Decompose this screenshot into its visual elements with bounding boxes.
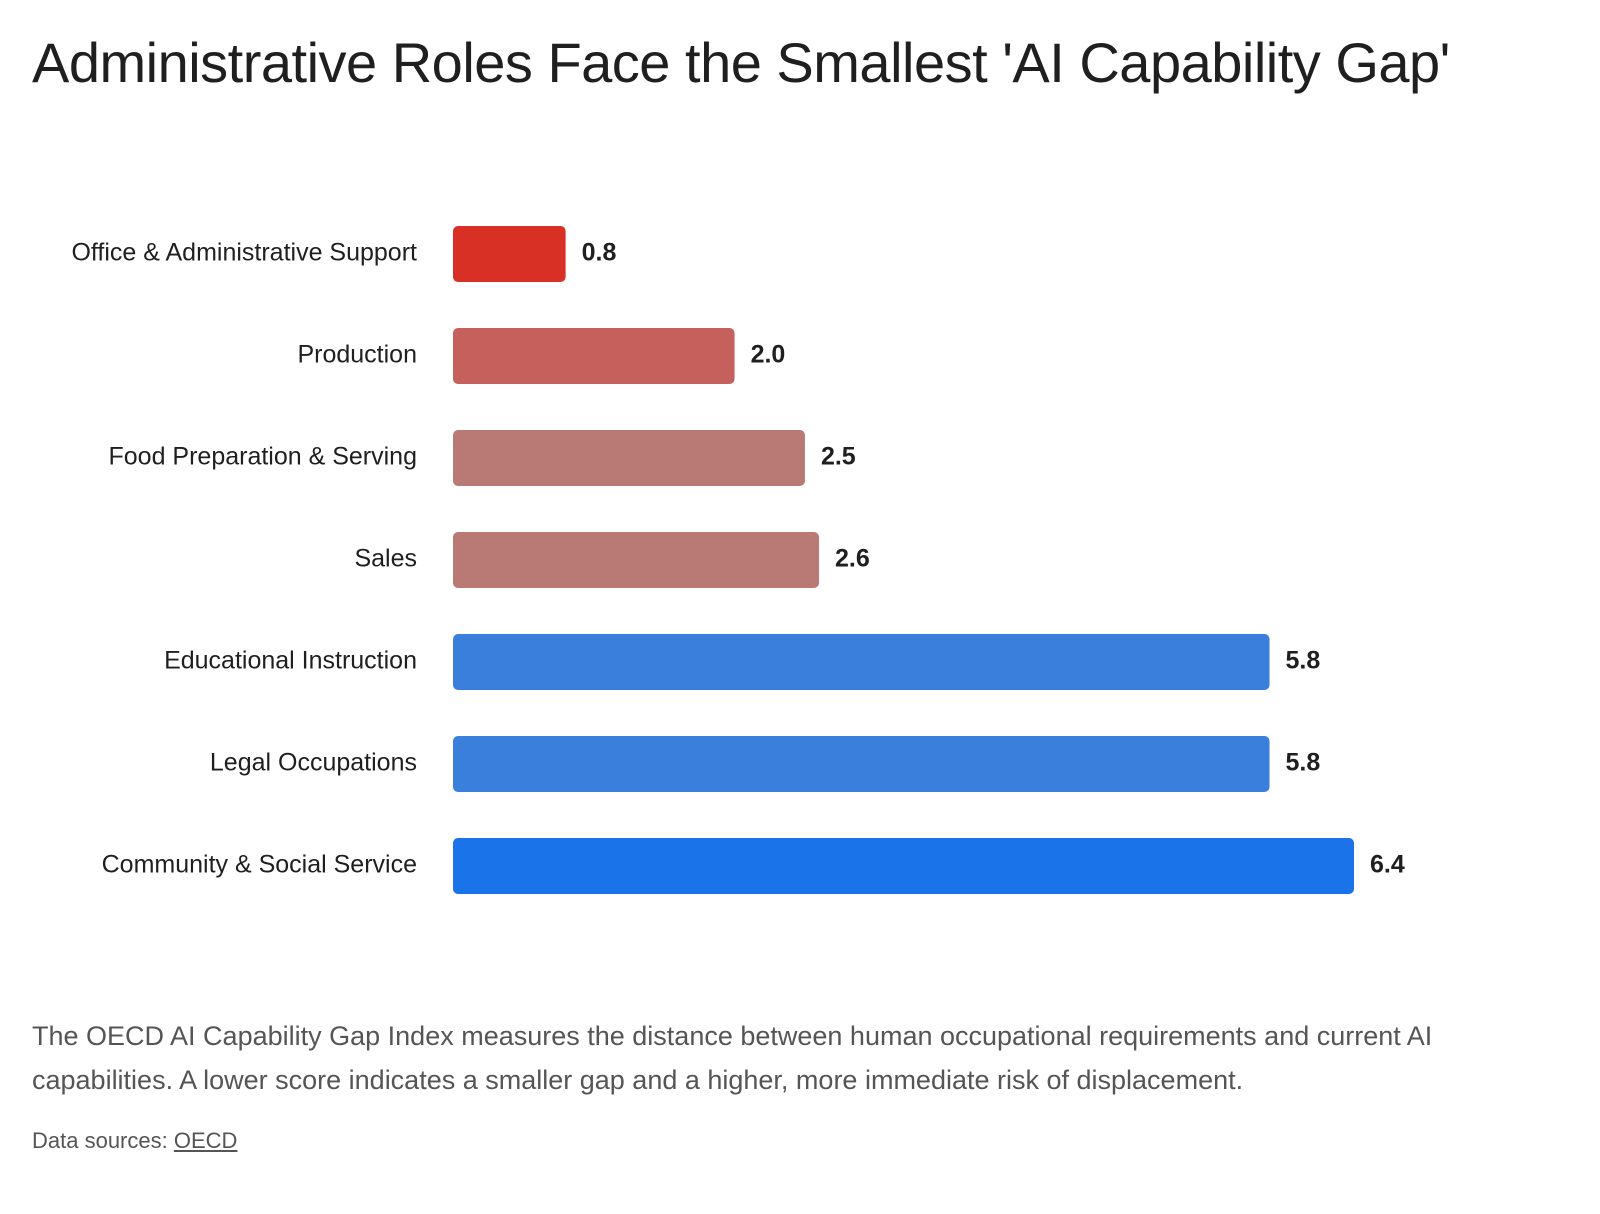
value-label: 2.0 <box>751 341 786 369</box>
value-label: 0.8 <box>582 239 617 267</box>
chart-title: Administrative Roles Face the Smallest '… <box>32 31 1450 94</box>
category-label: Legal Occupations <box>210 749 417 777</box>
caption: The OECD AI Capability Gap Index measure… <box>32 1021 1433 1095</box>
bar <box>453 736 1270 792</box>
category-label: Sales <box>354 545 417 573</box>
value-label: 2.6 <box>835 545 870 573</box>
value-label: 5.8 <box>1286 749 1321 777</box>
value-label: 6.4 <box>1370 851 1405 879</box>
category-label: Educational Instruction <box>164 647 417 675</box>
source-link[interactable]: OECD <box>173 1128 238 1153</box>
bar <box>453 532 820 588</box>
category-label: Production <box>297 341 417 369</box>
bar <box>453 328 735 384</box>
bar <box>453 838 1354 894</box>
category-label: Community & Social Service <box>102 851 417 879</box>
value-label: 5.8 <box>1286 647 1321 675</box>
value-label: 2.5 <box>821 443 856 471</box>
bar <box>453 634 1270 690</box>
category-label: Food Preparation & Serving <box>108 443 417 471</box>
chart: Office & Administrative Support 0.8 Produc… <box>71 226 1405 894</box>
category-label: Office & Administrative Support <box>71 239 417 267</box>
source-label: Data sources: <box>32 1128 168 1153</box>
bar <box>453 430 805 486</box>
bar <box>453 226 566 282</box>
source: Data sources: OECD <box>32 1128 237 1154</box>
